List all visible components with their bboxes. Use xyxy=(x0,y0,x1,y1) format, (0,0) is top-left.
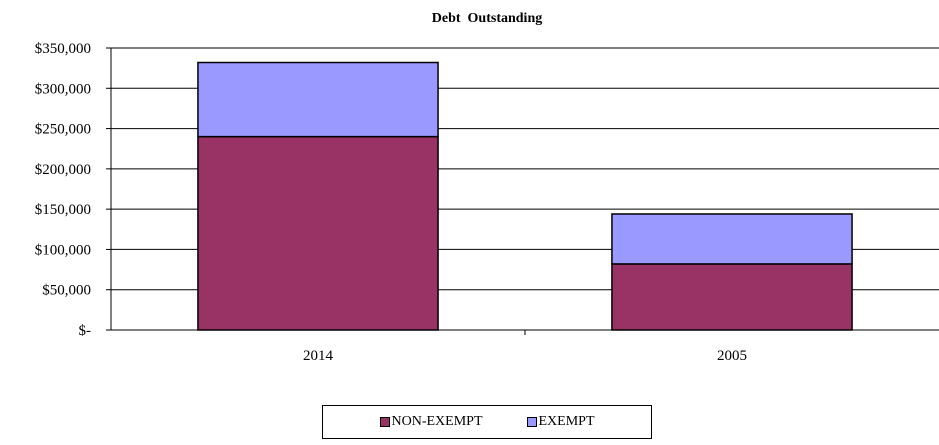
x-axis-ticks: 2014 2005 xyxy=(303,330,747,364)
y-tick-label: $350,000 xyxy=(35,41,91,57)
x-tick-label: 2014 xyxy=(303,348,334,364)
y-tick-label: $200,000 xyxy=(35,162,91,178)
chart-title: Debt Outstanding xyxy=(432,11,542,26)
legend-swatch-exempt xyxy=(526,417,537,427)
legend-item-non-exempt: NON-EXEMPT xyxy=(379,414,483,430)
y-tick-label: $250,000 xyxy=(35,122,91,138)
legend-label-non-exempt: NON-EXEMPT xyxy=(391,414,483,429)
y-tick-label: $300,000 xyxy=(35,81,91,97)
legend-label-exempt: EXEMPT xyxy=(538,414,595,429)
bar-exempt-2014 xyxy=(197,61,439,138)
legend-item-exempt: EXEMPT xyxy=(526,414,595,430)
legend-swatch-non-exempt xyxy=(379,417,390,427)
bar-exempt-2005 xyxy=(611,213,853,265)
bar-non-exempt-2014 xyxy=(197,135,439,331)
y-tick-label: $150,000 xyxy=(35,202,91,218)
bars xyxy=(197,61,853,331)
legend: NON-EXEMPT EXEMPT xyxy=(322,405,652,439)
bar-non-exempt-2005 xyxy=(611,263,853,331)
y-tick-label: $100,000 xyxy=(35,242,91,258)
y-axis-ticks: $- $50,000 $100,000 $150,000 $200,000 $250,00… xyxy=(35,41,111,339)
debt-outstanding-chart: Debt Outstanding $- $50,000 $100,000 $150,0… xyxy=(35,11,939,364)
x-tick-label: 2005 xyxy=(717,348,747,364)
y-tick-label: $50,000 xyxy=(42,283,91,299)
y-tick-label: $- xyxy=(79,323,92,339)
